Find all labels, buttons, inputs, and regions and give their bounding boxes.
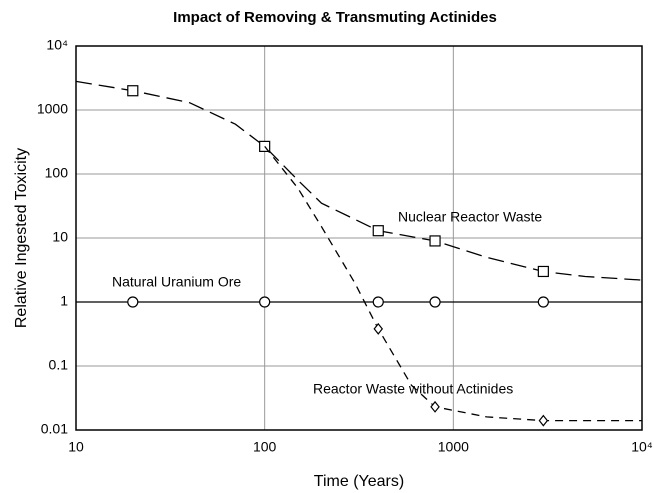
x-tick-label: 1000	[438, 439, 469, 455]
x-tick-label: 10	[68, 439, 84, 455]
marker	[429, 296, 441, 308]
marker	[537, 265, 549, 278]
x-axis-label: Time (Years)	[314, 473, 404, 490]
series-line	[264, 145, 642, 422]
y-tick-label: 0.01	[41, 421, 68, 437]
y-axis-label: Relative Ingested Toxicity	[13, 148, 30, 328]
y-tick-label: 10⁴	[46, 37, 68, 53]
series-label: Natural Uranium Ore	[112, 274, 241, 290]
y-tick-label: 100	[45, 165, 69, 181]
marker	[372, 225, 384, 237]
marker	[373, 322, 384, 335]
marker	[127, 296, 139, 308]
marker	[537, 296, 549, 308]
y-tick-label: 1000	[37, 101, 68, 117]
y-tick-label: 0.1	[49, 357, 69, 373]
y-tick-label: 1	[60, 293, 68, 309]
chart-title: Impact of Removing & Transmuting Actinid…	[173, 9, 497, 26]
marker	[259, 296, 271, 308]
marker	[127, 85, 139, 97]
marker	[259, 140, 271, 152]
series-label: Nuclear Reactor Waste	[398, 209, 542, 225]
marker	[372, 296, 384, 308]
series-line	[75, 80, 643, 281]
y-tick-label: 10	[52, 229, 68, 245]
series-label: Reactor Waste without Actinides	[313, 381, 513, 397]
marker	[430, 400, 440, 413]
x-tick-label: 10⁴	[631, 439, 653, 455]
marker	[429, 235, 441, 247]
marker	[538, 414, 549, 427]
plot-frame	[75, 45, 643, 431]
x-tick-label: 100	[253, 439, 277, 455]
